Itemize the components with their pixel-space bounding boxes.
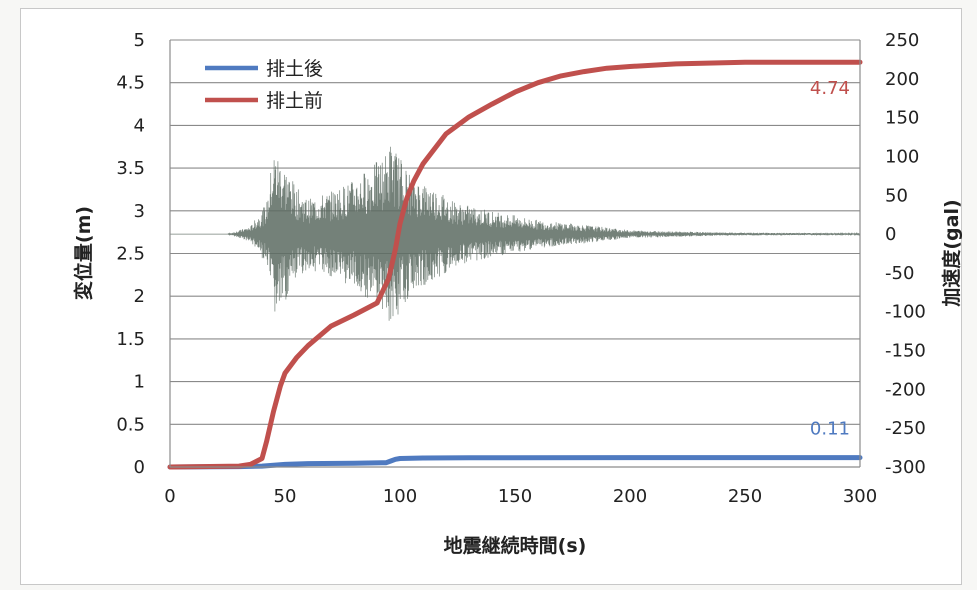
acceleration-series (170, 146, 861, 321)
x-tick-label: 200 (613, 486, 647, 507)
y2-tick-label: -50 (885, 263, 914, 284)
y2-tick-label: 200 (885, 69, 919, 90)
y2-tick-labels: -300 -250 -200 -150 -100 -50 0 50 100 150 200 250 (885, 30, 926, 478)
series-line-before (167, 59, 863, 470)
y2-tick-label: -200 (885, 379, 926, 400)
x-tick-label: 300 (843, 486, 877, 507)
y-tick-label: 2 (134, 286, 145, 307)
y-tick-label: 4.5 (116, 73, 145, 94)
y2-tick-label: -300 (885, 457, 926, 478)
displacement-series (167, 59, 863, 470)
x-tick-label: 150 (498, 486, 532, 507)
x-tick-labels: 0 50 100 150 200 250 300 (164, 486, 877, 507)
y-tick-label: 5 (134, 30, 145, 51)
y-tick-label: 1 (134, 372, 145, 393)
y-tick-label: 3 (134, 201, 145, 222)
legend-label-before: 排土前 (266, 90, 323, 112)
y2-tick-label: -100 (885, 302, 926, 323)
y-tick-label: 0 (134, 457, 145, 478)
legend-label-after: 排土後 (266, 58, 323, 80)
y-tick-labels: 0 0.5 1 1.5 2 2.5 3 3.5 4 4.5 5 (116, 30, 145, 478)
annotation-label: 0.11 (810, 419, 850, 440)
y2-tick-label: 50 (885, 185, 908, 206)
y2-tick-label: 150 (885, 108, 919, 129)
annotation-label: 4.74 (810, 78, 850, 99)
y2-tick-label: -150 (885, 341, 926, 362)
y2-tick-label: 0 (885, 224, 896, 245)
grid-lines (170, 39, 860, 425)
series-line-after (167, 455, 863, 470)
y2-tick-label: 100 (885, 146, 919, 167)
y2-tick-label: -250 (885, 418, 926, 439)
y-tick-label: 3.5 (116, 158, 145, 179)
x-tick-label: 250 (728, 486, 762, 507)
series-line-acceleration (170, 146, 861, 321)
y-tick-label: 4 (134, 115, 145, 136)
y-tick-label: 0.5 (116, 414, 145, 435)
x-tick-label: 0 (164, 486, 175, 507)
y2-axis-title: 加速度(gal) (940, 199, 963, 307)
legend: 排土後 排土前 (205, 58, 323, 112)
x-tick-label: 50 (274, 486, 297, 507)
y2-tick-label: 250 (885, 30, 919, 51)
y-axis-title: 変位量(m) (72, 206, 95, 300)
x-tick-label: 100 (383, 486, 417, 507)
x-axis-title: 地震継続時間(s) (444, 534, 587, 557)
annotations: 4.74 0.11 (810, 78, 850, 439)
y-tick-label: 1.5 (116, 329, 145, 350)
y-tick-label: 2.5 (116, 244, 145, 265)
